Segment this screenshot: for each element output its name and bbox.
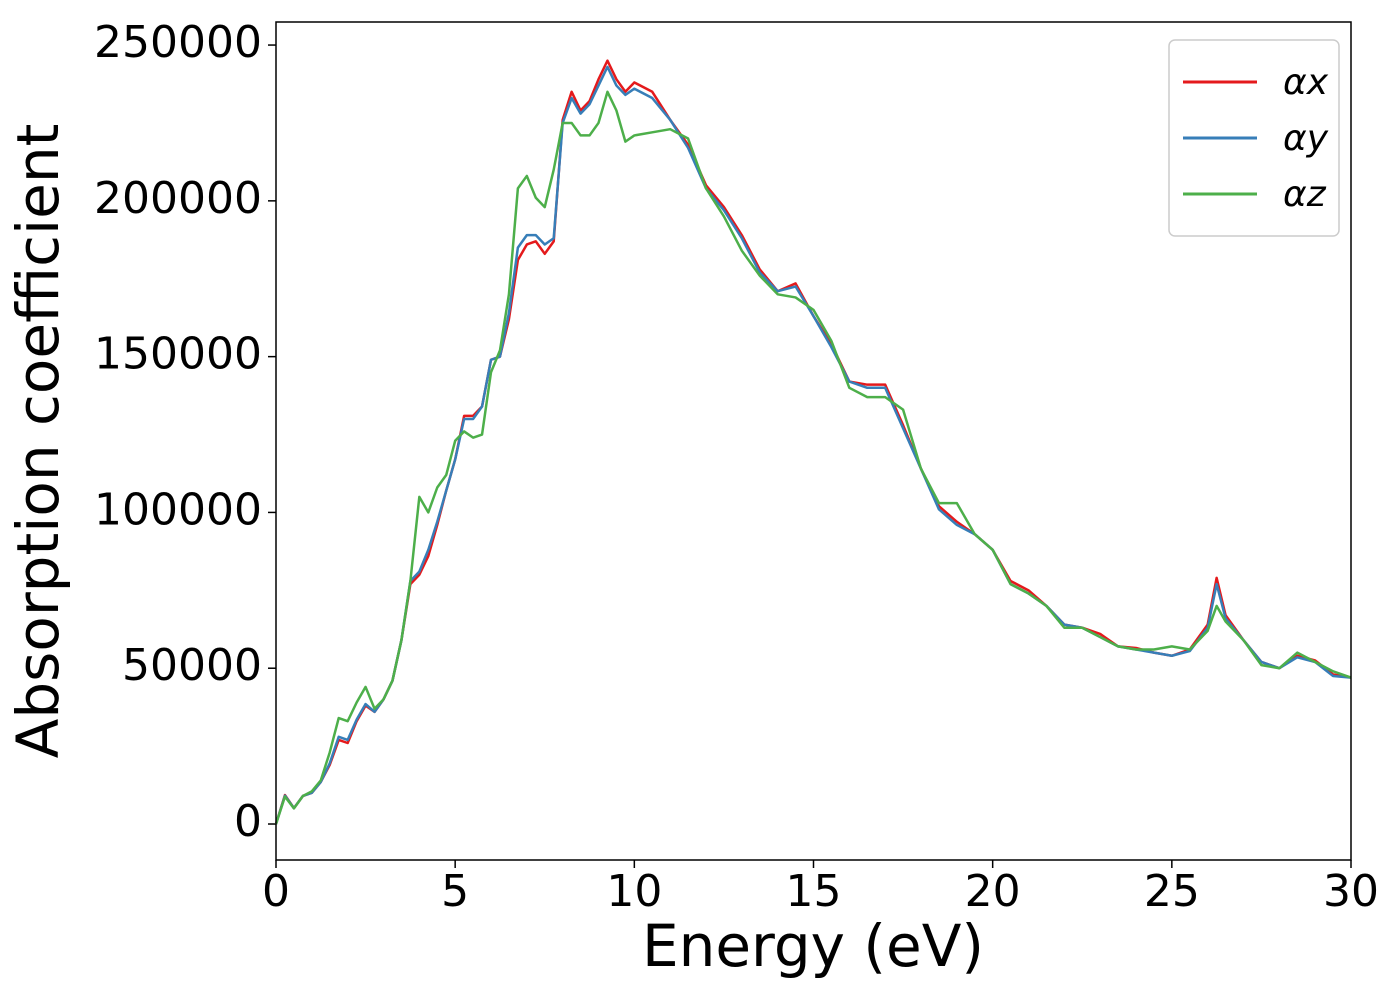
x-tick-label: 15	[786, 866, 842, 917]
x-tick-label: 20	[965, 866, 1021, 917]
x-axis-label: Energy (eV)	[642, 912, 984, 980]
plot-frame	[275, 21, 1352, 861]
legend-label: αx	[1283, 62, 1329, 103]
y-tick-label: 0	[234, 796, 262, 847]
y-tick-label: 250000	[94, 17, 262, 68]
x-tick-label: 25	[1144, 866, 1200, 917]
y-tick-label: 150000	[94, 329, 262, 380]
x-tick-label: 10	[606, 866, 662, 917]
legend-label: αy	[1283, 118, 1329, 159]
x-tick-label: 5	[441, 866, 469, 917]
x-tick-label: 30	[1323, 866, 1379, 917]
legend: αx αy αz	[1168, 39, 1340, 237]
y-tick-label: 100000	[94, 484, 262, 535]
legend-label: αz	[1283, 174, 1327, 215]
x-tick-label: 0	[262, 866, 290, 917]
y-tick-label: 50000	[122, 640, 262, 691]
data-line	[274, 90, 1352, 825]
y-axis-label: Absorption coefficient	[4, 124, 72, 759]
y-tick-label: 200000	[94, 173, 262, 224]
